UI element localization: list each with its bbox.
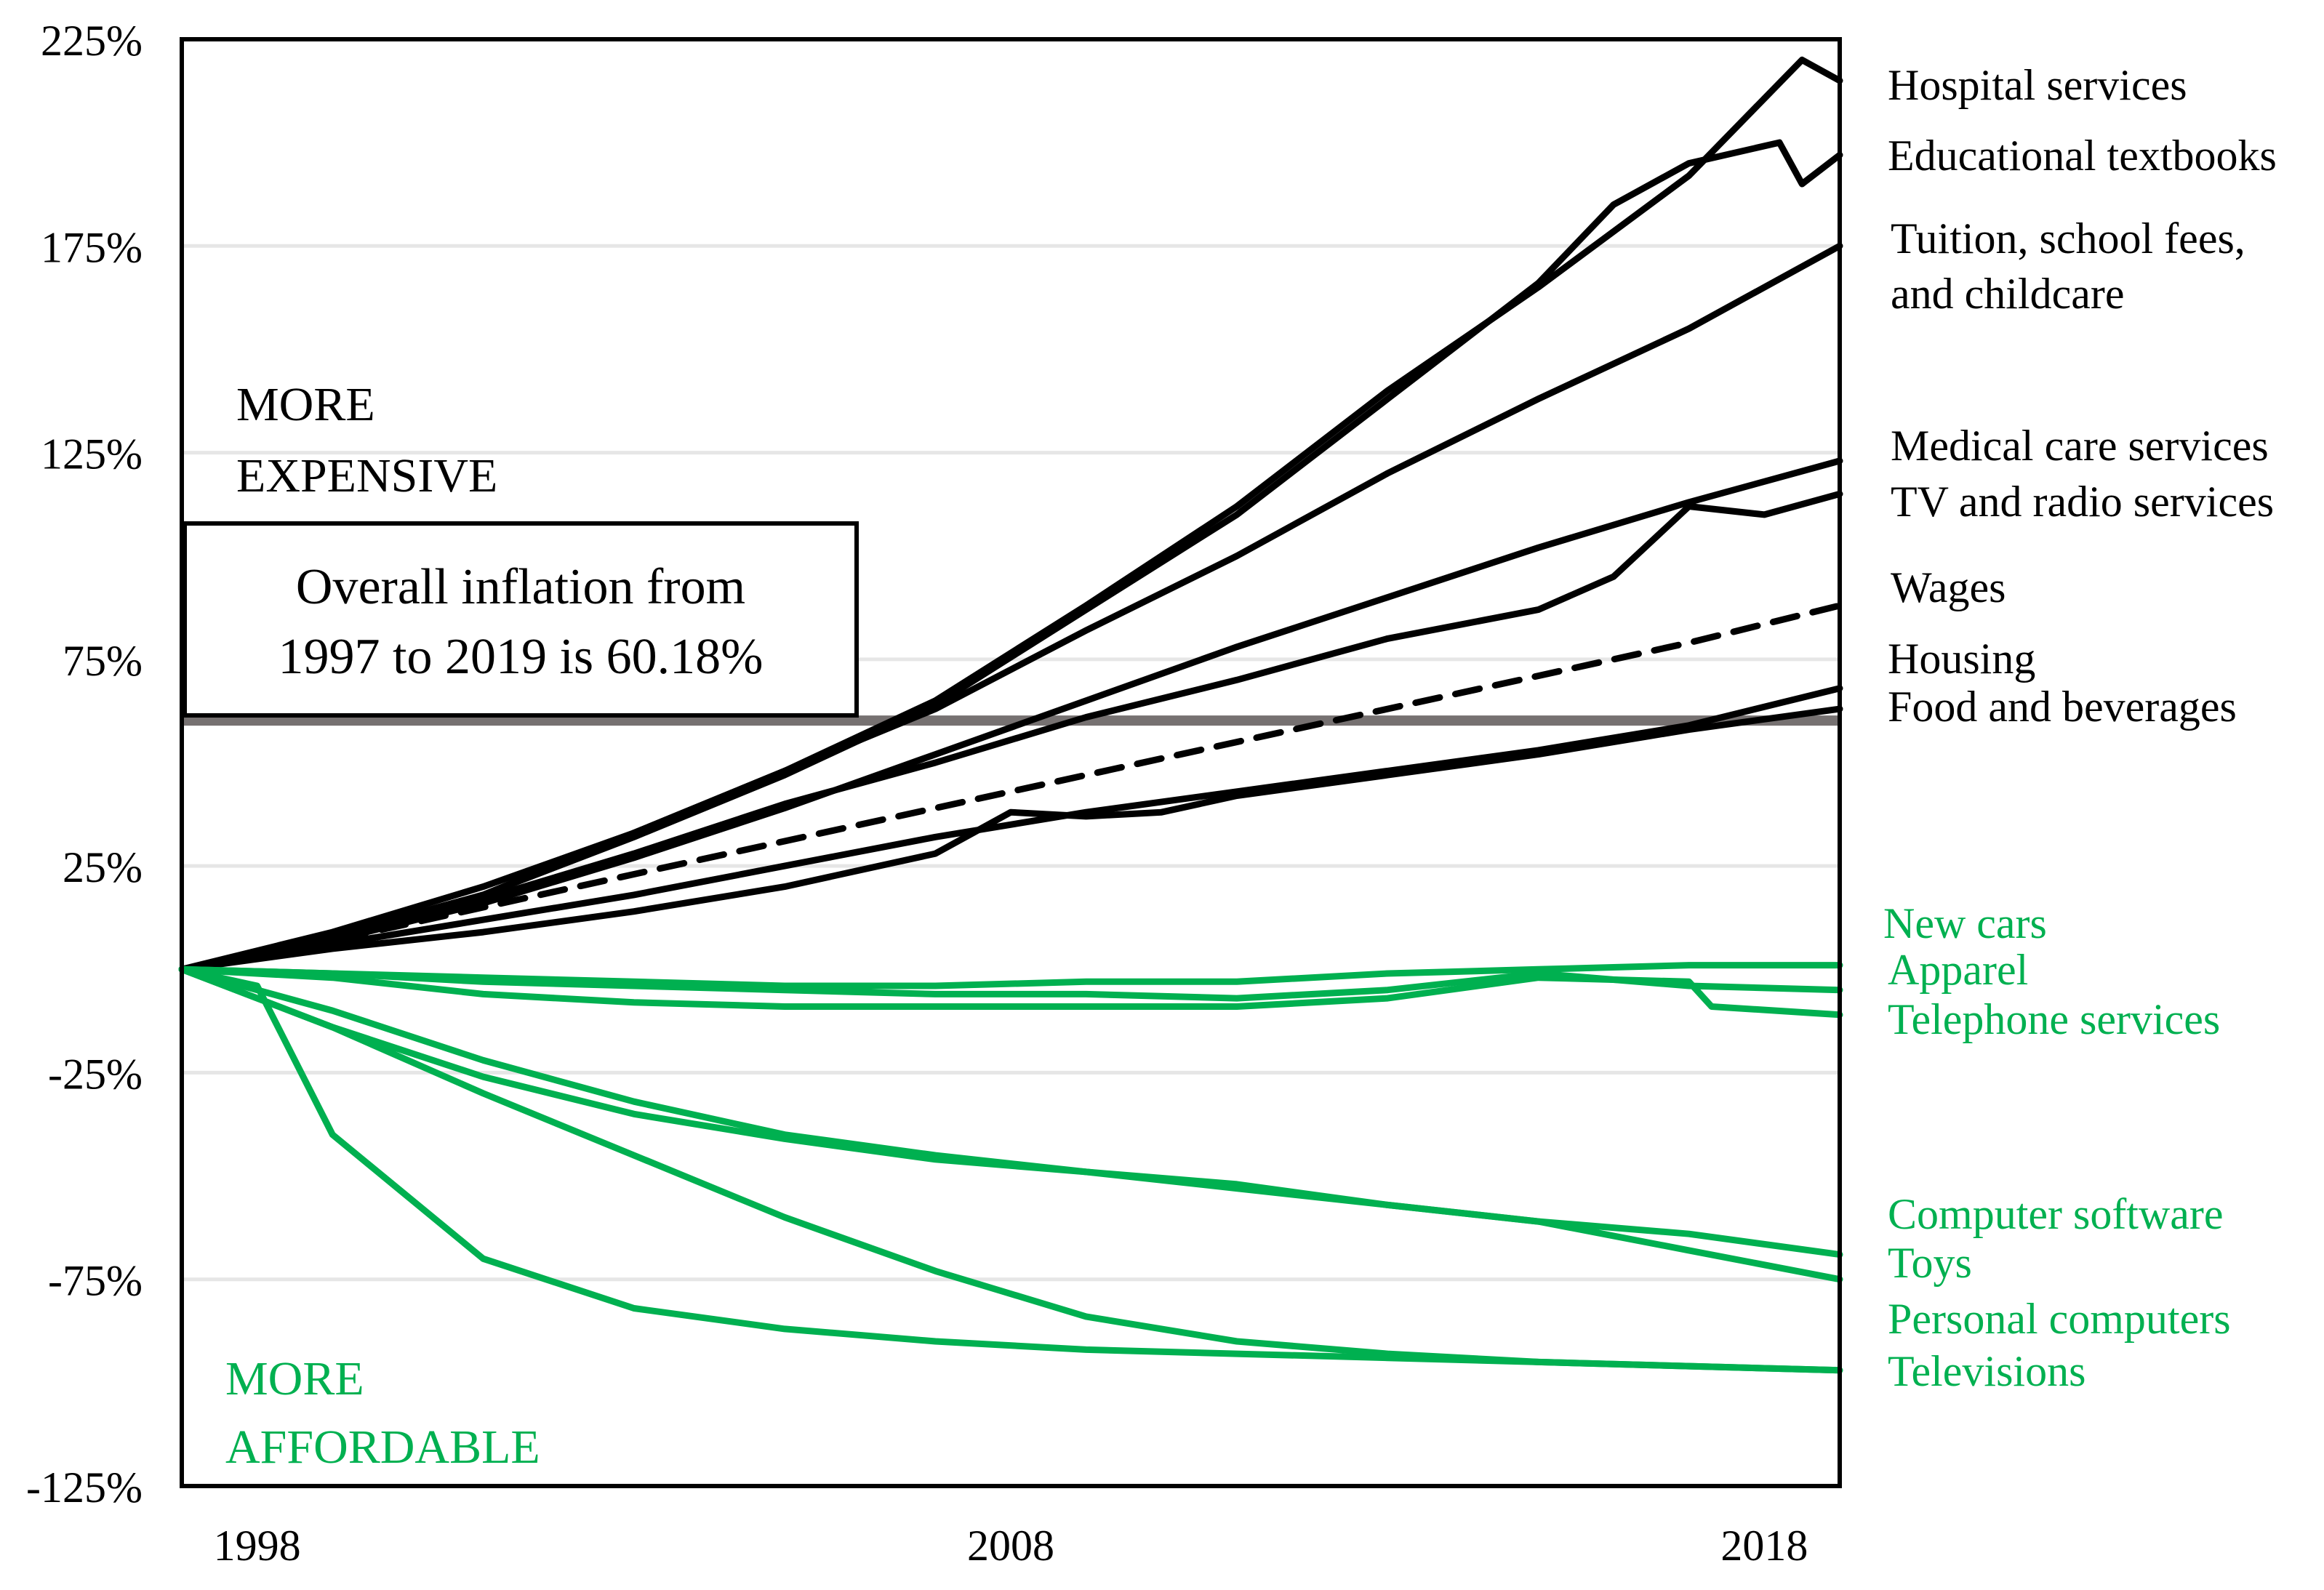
series-label-new-cars: New cars <box>1883 899 2047 947</box>
series-label-tuition-school-fees: Tuition, school fees, <box>1891 214 2245 262</box>
overall-inflation-box: Overall inflation from 1997 to 2019 is 6… <box>183 521 859 718</box>
y-tick-label: 125% <box>41 430 143 478</box>
overall-inflation-box-border <box>183 521 859 718</box>
y-tick-label: -75% <box>48 1257 143 1305</box>
series-label-housing: Housing <box>1888 635 2035 683</box>
series-line-tv-and-radio-services <box>178 490 1843 973</box>
x-axis-ticks: 1998 2008 2018 <box>214 1522 1808 1570</box>
x-tick-label: 1998 <box>214 1522 301 1570</box>
series-label-apparel: Apparel <box>1888 946 2028 994</box>
y-tick-label: 25% <box>63 843 143 891</box>
gridlines <box>182 244 1840 1282</box>
series-label-hospital-services: Hospital services <box>1888 61 2187 109</box>
series-line-medical-care-services <box>178 457 1843 973</box>
y-tick-label: 75% <box>63 637 143 685</box>
series-line-housing <box>178 685 1843 973</box>
series-label-personal-computers: Personal computers <box>1888 1295 2231 1343</box>
series-label-and-childcare: and childcare <box>1891 270 2124 318</box>
series-label-tv-and-radio-services: TV and radio services <box>1891 478 2274 526</box>
series-line-toys <box>178 965 1843 1283</box>
overall-inflation-text-line-2: 1997 to 2019 is 60.18% <box>279 629 764 685</box>
series-line-food-and-beverages <box>178 705 1843 973</box>
series-line-tuition-school-fees-and-childcare <box>178 242 1843 973</box>
series-label-toys: Toys <box>1888 1239 1972 1287</box>
y-tick-label: -125% <box>26 1463 143 1511</box>
more-expensive-line-1: MORE <box>236 378 375 431</box>
y-axis-ticks: 225% 175% 125% 75% 25% -25% -75% -125% <box>26 17 143 1511</box>
x-tick-label: 2018 <box>1720 1522 1808 1570</box>
overall-inflation-text-line-1: Overall inflation from <box>296 559 745 615</box>
series-label-educational-textbooks: Educational textbooks <box>1888 132 2277 180</box>
series-label-telephone-services: Telephone services <box>1888 995 2220 1043</box>
series-label-medical-care-services: Medical care services <box>1891 422 2269 470</box>
series-line-televisions <box>178 965 1843 1374</box>
series-line-hospital-services <box>178 56 1843 973</box>
series-line-new-cars <box>178 962 1843 989</box>
x-tick-label: 2008 <box>967 1522 1054 1570</box>
series-lines <box>178 56 1843 1374</box>
series-label-food-and-beverages: Food and beverages <box>1888 683 2237 731</box>
y-tick-label: 225% <box>41 17 143 65</box>
series-label-computer-software: Computer software <box>1888 1190 2224 1238</box>
series-label-wages: Wages <box>1891 563 2006 611</box>
series-line-educational-textbooks <box>178 139 1843 973</box>
more-affordable-line-1: MORE <box>225 1352 364 1405</box>
series-label-televisions: Televisions <box>1888 1347 2085 1395</box>
more-expensive-line-2: EXPENSIVE <box>236 449 497 502</box>
y-tick-label: 175% <box>41 223 143 271</box>
more-affordable-line-2: AFFORDABLE <box>225 1421 540 1474</box>
series-line-telephone-services <box>178 965 1843 1019</box>
series-line-wages <box>178 602 1843 973</box>
series-line-personal-computers <box>178 965 1843 1374</box>
series-labels: Hospital services Educational textbooks Tu… <box>1883 61 2277 1395</box>
plot-frame <box>180 37 1842 1488</box>
y-tick-label: -25% <box>48 1050 143 1098</box>
